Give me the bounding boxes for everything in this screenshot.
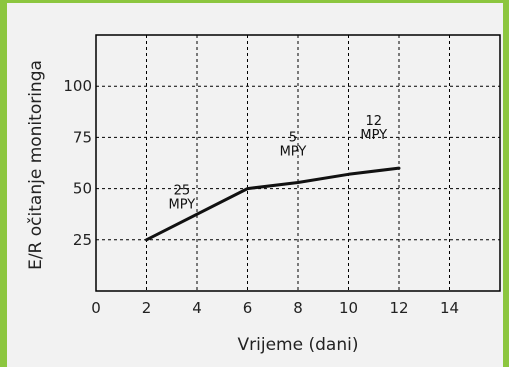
y-axis-label: E/R očitanje monitoringa [26, 60, 46, 270]
x-tick-label: 12 [389, 299, 408, 317]
x-axis-label: Vrijeme (dani) [238, 335, 359, 355]
y-tick-label: 25 [73, 231, 92, 249]
x-tick-label: 0 [91, 299, 101, 317]
y-tick-label: 75 [73, 128, 92, 146]
y-tick-label: 100 [63, 77, 92, 95]
rate-annotation: 12 MPY [360, 114, 387, 143]
y-tick-labels: 25 50 75 100 [63, 77, 92, 249]
x-tick-label: 2 [142, 299, 152, 317]
x-tick-label: 10 [339, 299, 358, 317]
rate-annotation: 5 MPY [280, 130, 307, 159]
x-tick-label: 8 [293, 299, 303, 317]
x-tick-labels: 0 2 4 6 8 10 12 14 [91, 299, 459, 317]
annotations: 25 MPY 5 MPY 12 MPY [168, 114, 387, 213]
x-tick-label: 4 [192, 299, 202, 317]
x-tick-label: 6 [243, 299, 253, 317]
x-tick-label: 14 [440, 299, 459, 317]
series-group [145, 166, 401, 242]
y-tick-label: 50 [73, 180, 92, 198]
rate-annotation: 25 MPY [168, 184, 195, 213]
series-line [145, 166, 401, 242]
grid-lines [96, 35, 500, 291]
